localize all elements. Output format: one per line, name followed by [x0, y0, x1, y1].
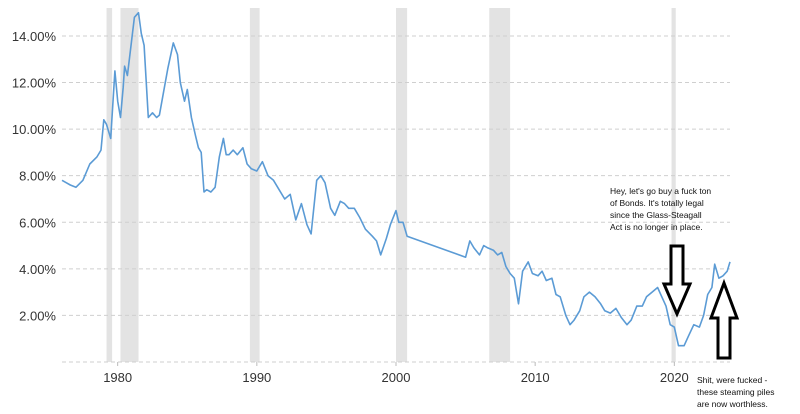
recession-band-5 [671, 8, 676, 362]
x-axis-ticks: 1980 1990 2000 2010 2020 [103, 362, 689, 385]
y-tick-label: 14.00% [12, 29, 57, 44]
y-tick-label: 8.00% [19, 169, 56, 184]
x-tick-label: 2000 [382, 370, 411, 385]
x-tick-label: 2010 [521, 370, 550, 385]
annotation-1-line-3: since the Glass-Steagall [610, 210, 702, 220]
recession-bands [106, 8, 676, 362]
recession-band-1 [120, 8, 139, 362]
annotation-2-line-3: are now worthless. [697, 399, 768, 409]
up-arrow-icon [708, 278, 740, 360]
annotation-1: Hey, let's go buy a fuck ton of Bonds. I… [610, 186, 711, 232]
annotation-2-line-2: these steaming piles [697, 387, 775, 397]
y-axis-ticks: 2.00% 4.00% 6.00% 8.00% 10.00% 12.00% 14.00% [12, 29, 57, 323]
recession-band-0 [106, 8, 113, 362]
y-tick-label: 10.00% [12, 122, 57, 137]
x-tick-label: 2020 [660, 370, 689, 385]
recession-band-4 [489, 8, 511, 362]
recession-band-3 [396, 8, 408, 362]
y-tick-label: 4.00% [19, 262, 56, 277]
recession-band-2 [249, 8, 260, 362]
annotation-2: Shit, were fucked - these steaming piles… [697, 375, 775, 409]
gridlines [62, 35, 730, 363]
x-tick-label: 1990 [242, 370, 271, 385]
down-arrow-icon [661, 244, 693, 318]
y-tick-label: 6.00% [19, 215, 56, 230]
annotation-1-line-2: of Bonds. It's totally legal [610, 198, 704, 208]
annotation-1-line-4: Act is no longer in place. [610, 222, 703, 232]
yield-line [61, 11, 731, 347]
y-tick-label: 2.00% [19, 308, 56, 323]
annotation-2-line-1: Shit, were fucked - [697, 375, 768, 385]
x-tick-label: 1980 [103, 370, 132, 385]
y-tick-label: 12.00% [12, 76, 57, 91]
annotation-1-line-1: Hey, let's go buy a fuck ton [610, 186, 711, 196]
